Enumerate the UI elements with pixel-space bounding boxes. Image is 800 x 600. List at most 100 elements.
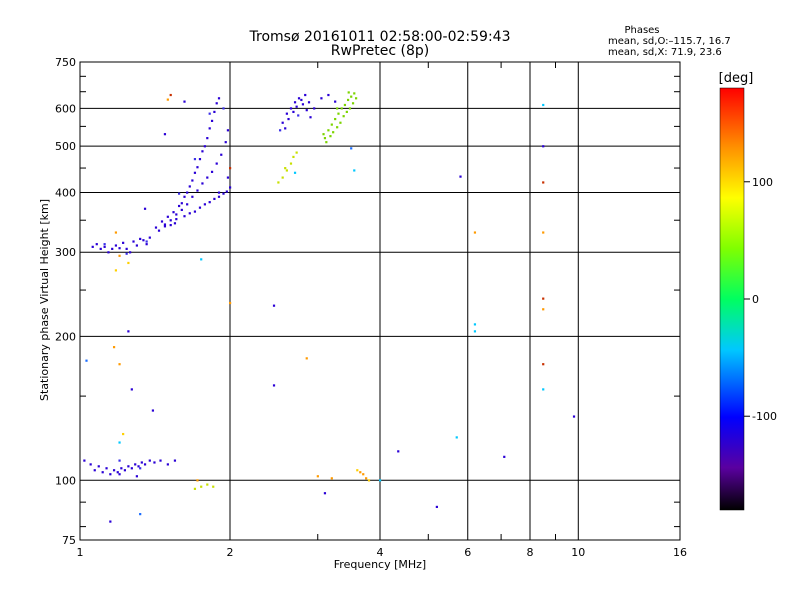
data-point: [118, 254, 121, 257]
colorbar-ticks: 100 0 -100: [744, 176, 777, 423]
data-point: [109, 473, 112, 476]
data-point: [188, 185, 191, 188]
data-point: [217, 97, 221, 100]
data-point: [142, 239, 145, 242]
data-point: [157, 229, 161, 232]
y-tick-label: 75: [62, 534, 76, 547]
y-tick-label: 300: [55, 246, 76, 259]
data-point: [93, 469, 96, 472]
data-point: [109, 520, 112, 523]
data-point: [277, 181, 280, 184]
data-point: [148, 459, 151, 462]
data-point: [367, 479, 371, 482]
data-point: [297, 97, 301, 100]
data-point: [295, 105, 298, 108]
data-point: [350, 95, 353, 98]
data-point: [272, 304, 276, 307]
data-point: [163, 223, 167, 226]
y-tick-label: 100: [55, 474, 76, 487]
data-point: [118, 247, 121, 250]
data-point: [118, 363, 121, 366]
data-point: [139, 513, 142, 516]
data-point: [224, 141, 227, 144]
data-point: [139, 467, 142, 470]
data-point: [334, 100, 337, 103]
data-point: [212, 485, 215, 488]
data-point: [196, 189, 199, 192]
data-point: [97, 465, 100, 468]
data-point: [166, 463, 169, 466]
data-point: [83, 459, 86, 462]
data-point: [379, 479, 382, 482]
y-axis-label: Stationary phase Virtual Height [km]: [38, 199, 51, 401]
plot-frame: [79, 61, 681, 541]
data-point: [272, 384, 276, 387]
data-point: [107, 251, 110, 254]
data-point: [103, 245, 106, 248]
data-point: [105, 467, 108, 470]
data-point: [196, 479, 199, 482]
data-point: [198, 206, 202, 209]
data-point: [362, 473, 365, 476]
data-point: [127, 330, 130, 333]
data-point: [201, 150, 204, 153]
data-point: [180, 208, 183, 212]
data-point: [191, 195, 194, 198]
data-point: [289, 162, 293, 165]
data-point: [334, 117, 337, 121]
data-point: [229, 167, 232, 170]
data-point: [118, 441, 121, 444]
data-point: [111, 247, 114, 250]
chart-title: Tromsø 20161011 02:58:00-02:59:43: [249, 29, 511, 45]
data-point: [293, 171, 297, 174]
data-point: [220, 153, 223, 156]
data-point: [327, 129, 330, 132]
data-point: [323, 137, 327, 140]
data-point: [123, 469, 126, 472]
data-point: [166, 98, 169, 101]
colorbar-tick-label: 0: [752, 293, 759, 306]
data-point: [99, 247, 102, 250]
data-point: [208, 112, 211, 115]
data-point: [125, 247, 128, 250]
data-point: [313, 107, 316, 110]
data-point: [542, 103, 545, 107]
data-points: [83, 91, 576, 523]
data-point: [114, 244, 118, 247]
data-point: [229, 301, 232, 305]
y-tick-label: 200: [55, 330, 76, 343]
data-point: [183, 215, 186, 218]
data-point: [340, 107, 343, 110]
data-point: [215, 162, 218, 165]
data-point: [284, 127, 287, 130]
data-point: [160, 220, 164, 223]
colorbar: [719, 87, 745, 511]
grid-lines: [79, 61, 681, 541]
data-point: [345, 110, 348, 114]
data-point: [130, 388, 133, 391]
data-point: [284, 167, 287, 170]
data-point: [473, 323, 477, 326]
data-point: [353, 92, 356, 95]
data-point: [297, 114, 300, 117]
data-point: [210, 170, 214, 173]
data-point: [336, 107, 339, 110]
data-point: [281, 176, 284, 179]
data-point: [200, 258, 203, 261]
phase-stats-o: mean, sd,O:–115.7, 16.7: [608, 36, 731, 47]
data-point: [143, 207, 147, 210]
data-point: [330, 123, 333, 126]
data-point: [295, 151, 298, 154]
data-point: [281, 121, 284, 124]
data-point: [145, 240, 148, 243]
data-point: [153, 461, 156, 464]
data-point: [208, 201, 211, 204]
colorbar-label: [deg]: [719, 71, 754, 86]
data-point: [112, 469, 116, 472]
data-point: [350, 147, 353, 150]
data-point: [292, 110, 295, 114]
y-tick-label: 750: [55, 56, 76, 69]
data-point: [120, 467, 123, 470]
y-tick-labels: 75 100 200 300 400 500 600 750: [55, 56, 76, 547]
